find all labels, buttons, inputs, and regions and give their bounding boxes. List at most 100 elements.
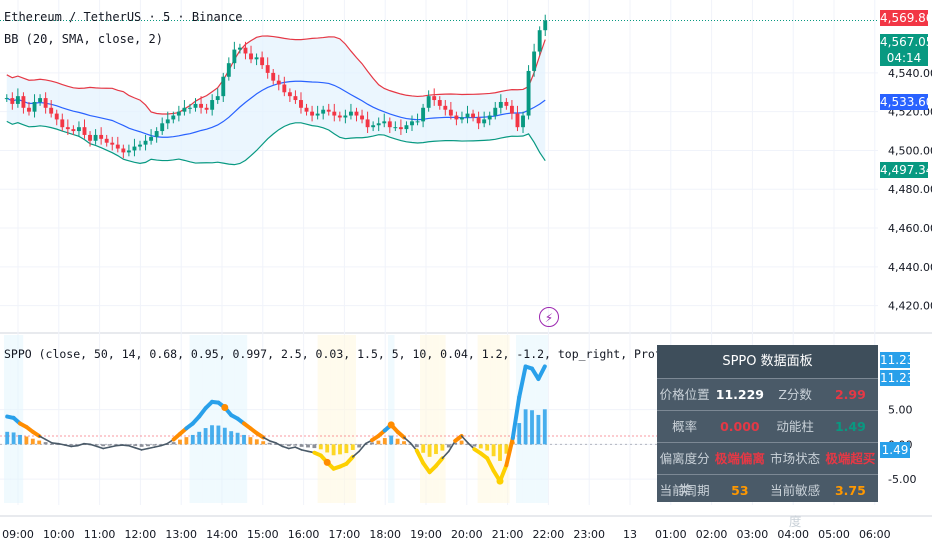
sppo-hist-bar — [158, 444, 163, 446]
sppo-line-segment — [57, 442, 66, 446]
candle-body — [38, 98, 43, 102]
sppo-hist-bar — [184, 437, 189, 445]
time-tick-label: 17:00 — [329, 528, 361, 541]
sppo-hist-bar — [446, 444, 451, 448]
candle-body — [165, 119, 170, 124]
candle-body — [160, 123, 165, 132]
sppo-line-segment — [300, 449, 309, 453]
sppo-line-segment — [453, 433, 464, 443]
candle-body — [487, 115, 492, 120]
sppo-line-segment — [460, 435, 469, 444]
candle-body — [15, 96, 20, 104]
sppo-line-segment — [153, 444, 162, 448]
sppo-line-segment — [504, 436, 515, 468]
sppo-line-segment — [147, 446, 156, 450]
time-tick-label: 21:00 — [492, 528, 524, 541]
candle-body — [154, 131, 159, 137]
sppo-zone — [324, 335, 331, 503]
time-tick-label: 05:00 — [818, 528, 850, 541]
candle-body — [432, 96, 437, 101]
candle-body — [371, 125, 376, 128]
lightning-icon[interactable]: ⚡ — [539, 307, 559, 327]
sppo-line-segment — [268, 440, 277, 444]
candle-body — [410, 121, 414, 126]
sppo-line-segment — [517, 364, 528, 400]
candle-body — [254, 57, 259, 60]
sppo-hist-bar — [318, 444, 323, 450]
time-tick-label: 23:00 — [573, 528, 605, 541]
sppo-data-panel: SPPO 数据面板 价格位置 11.229 Z分数 2.99 概率 0.000 动能柱 1.4… — [657, 345, 878, 529]
bb-lower-line — [6, 120, 546, 166]
sppo-hist-bar — [350, 444, 355, 450]
sppo-zone — [349, 335, 356, 503]
candle-body — [21, 96, 26, 108]
sppo-line-segment — [83, 442, 92, 446]
countdown-tag: 04:14 — [880, 50, 928, 66]
sppo-hist-bar — [69, 444, 74, 446]
candle-body — [193, 103, 198, 108]
sppo-line-segment — [262, 436, 271, 442]
candle-body — [276, 80, 281, 85]
time-tick-label: 10:00 — [43, 528, 75, 541]
panel-row: 概率 0.000 动能柱 1.49 — [657, 410, 878, 442]
candle-body — [121, 148, 126, 153]
candle-body — [504, 101, 509, 106]
sppo-line-segment — [414, 448, 426, 466]
sppo-hist-bar — [325, 444, 330, 453]
time-tick-label: 02:00 — [696, 528, 728, 541]
sppo-hist-bar — [338, 444, 342, 455]
candle-body — [354, 111, 359, 116]
candle-body — [115, 144, 120, 149]
panel-row: 当前周期 53 当前敏感度 3.75 — [657, 474, 878, 529]
sppo-signal-dot — [323, 458, 331, 466]
sppo-signal-dot — [496, 477, 504, 485]
time-tick-label: 15:00 — [247, 528, 279, 541]
sppo-line-segment — [395, 429, 406, 440]
sppo-hist-bar — [504, 444, 509, 454]
time-tick-label: 04:00 — [777, 528, 809, 541]
candle-body — [526, 70, 531, 116]
price-tick-label: 4,420.00 — [888, 300, 932, 313]
panel-value: 2.99 — [834, 387, 866, 402]
candle-body — [110, 142, 115, 145]
candle-body — [509, 105, 514, 114]
candle-body — [149, 136, 154, 141]
sppo-hist-bar — [75, 444, 80, 446]
candle-body — [104, 138, 109, 143]
candle-body — [54, 113, 59, 120]
sppo-hist-bar — [261, 441, 266, 445]
panel-value: 11.229 — [715, 387, 764, 402]
panel-label: 概率 — [672, 419, 698, 434]
panel-row: 偏离度分类 极端偏离 市场状态 极端超买 — [657, 442, 878, 497]
candle-body — [448, 109, 453, 116]
sppo-line-segment — [351, 450, 361, 458]
sppo-hist-bar — [472, 444, 477, 447]
sppo-hist-bar — [222, 427, 227, 445]
sppo-zone — [215, 335, 222, 503]
sppo-indicator-title[interactable]: SPPO (close, 50, 14, 0.68, 0.95, 0.997, … — [4, 347, 766, 361]
sppo-hist-bar — [517, 423, 522, 445]
sppo-hist-bar — [190, 434, 195, 445]
bb-indicator-title[interactable]: BB (20, SMA, close, 2) — [4, 32, 163, 46]
sppo-hist-bar — [56, 444, 61, 446]
sppo-tick-label: -5.00 — [888, 473, 916, 486]
candle-body — [282, 84, 287, 93]
candle-body — [237, 47, 242, 50]
candle-body — [521, 115, 525, 128]
candle-body — [171, 115, 176, 120]
candle-body — [310, 111, 315, 116]
candle-body — [543, 20, 548, 31]
sppo-zone — [317, 335, 324, 503]
sppo-hist-bar — [248, 437, 253, 445]
candle-body — [188, 107, 192, 109]
candle-body — [82, 127, 87, 135]
sppo-zone — [343, 335, 350, 503]
candle-body — [299, 100, 303, 108]
candle-body — [421, 107, 426, 122]
sppo-hist-bar — [107, 444, 112, 446]
sppo-hist-bar — [216, 425, 221, 445]
sppo-hist-bar — [536, 414, 541, 445]
panel-label: 偏离度分类 — [659, 451, 710, 497]
sppo-hist-bar — [171, 442, 176, 445]
